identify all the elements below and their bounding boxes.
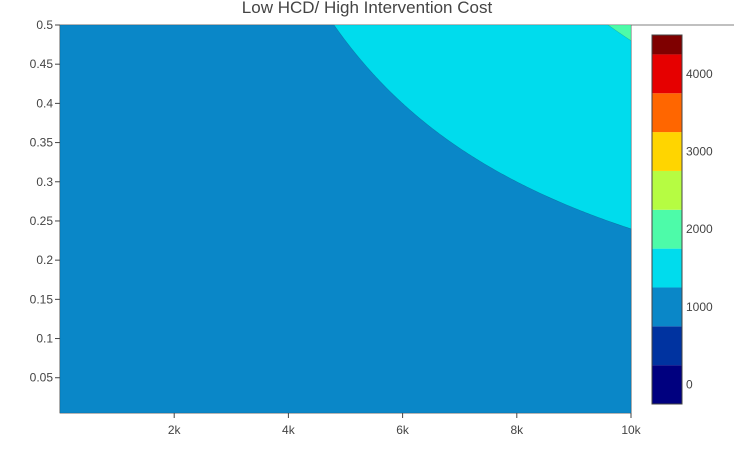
- x-tick-label: 6k: [396, 423, 410, 437]
- y-axis: 0.05 0.1 0.15 0.2 0.25 0.3 0.35 0.4 0.45 0.5: [30, 18, 60, 385]
- x-axis: 2k 4k 6k 8k 10k: [168, 413, 642, 437]
- y-tick-label: 0.1: [36, 332, 53, 346]
- colorbar-segment-1: [652, 365, 682, 404]
- y-tick-label: 0.35: [30, 136, 54, 150]
- colorbar-tick-label: 0: [686, 378, 693, 392]
- plot-area: [59, 24, 734, 414]
- colorbar-segment-7: [652, 132, 682, 171]
- colorbar-segment-8: [652, 93, 682, 133]
- colorbar-segment-10: [652, 35, 682, 55]
- x-tick-label: 10k: [621, 423, 641, 437]
- colorbar: 0 1000 2000 3000 4000: [651, 34, 713, 405]
- y-tick-label: 0.4: [36, 96, 53, 110]
- colorbar-segment-6: [652, 170, 682, 210]
- chart-title: Low HCD/ High Intervention Cost: [242, 0, 493, 17]
- colorbar-segment-2: [652, 326, 682, 366]
- y-tick-label: 0.05: [30, 371, 54, 385]
- colorbar-segment-9: [652, 54, 682, 94]
- colorbar-tick-label: 4000: [686, 67, 713, 81]
- colorbar-tick-label: 2000: [686, 222, 713, 236]
- colorbar-outline: [651, 34, 683, 405]
- x-tick-label: 2k: [168, 423, 182, 437]
- x-tick-label: 8k: [510, 423, 524, 437]
- colorbar-segment-3: [652, 287, 682, 327]
- y-tick-label: 0.3: [36, 175, 53, 189]
- x-tick-label: 4k: [282, 423, 296, 437]
- colorbar-tick-label: 1000: [686, 300, 713, 314]
- y-tick-label: 0.25: [30, 214, 54, 228]
- y-tick-label: 0.45: [30, 57, 54, 71]
- contour-band-1: [59, 24, 632, 414]
- colorbar-tick-label: 3000: [686, 145, 713, 159]
- y-tick-label: 0.5: [36, 18, 53, 32]
- colorbar-segment-4: [652, 248, 682, 288]
- y-tick-label: 0.15: [30, 292, 54, 306]
- colorbar-segment-5: [652, 209, 682, 249]
- y-tick-label: 0.2: [36, 253, 53, 267]
